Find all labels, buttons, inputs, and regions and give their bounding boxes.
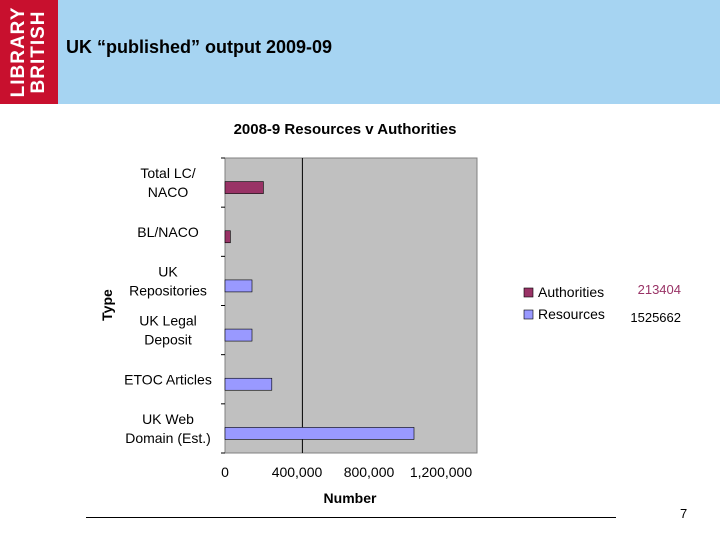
legend-total-resources: 1525662 [630,310,681,325]
category-label-line: UK [158,263,178,279]
category-label-line: Total LC/ [140,165,195,181]
category-label: UK Legal Deposit [139,313,197,348]
legend-label-resources: Resources [538,306,605,322]
category-label-line: BL/NACO [137,224,199,240]
page-number: 7 [680,506,688,521]
british-library-logo: LIBRARY BRITISH [0,0,58,104]
category-label-line: UK Legal [139,313,197,329]
category-label-line: Domain (Est.) [125,430,211,446]
x-tick-label: 800,000 [344,464,395,480]
category-label: Total LC/NACO [140,165,195,200]
x-tick-label: 0 [221,464,229,480]
x-tick-label: 400,000 [272,464,323,480]
category-label-line: UK Web [142,411,194,427]
category-label-line: NACO [148,184,189,200]
y-axis-title: Type [99,289,115,321]
x-axis-title: Number [324,490,377,506]
chart-title: 2008-9 Resources v Authorities [234,121,457,138]
plot-area [224,157,478,454]
category-label: UK Repositories [129,263,207,298]
legend-swatch-resources [523,309,534,320]
x-tick-label: 1,200,000 [410,464,472,480]
bar-resources [224,427,415,440]
header-bar [0,0,720,104]
footer-rule [86,517,616,518]
bar-authorities [224,181,264,194]
category-label-line: ETOC Articles [124,371,212,387]
bar-resources [224,328,253,342]
category-label: ETOC Articles [124,371,212,387]
bar-resources [224,377,273,391]
category-label-line: Deposit [144,332,192,348]
category-label: UK Web Domain (Est.) [125,411,211,446]
legend-total-authorities: 213404 [638,282,681,297]
legend-label-authorities: Authorities [538,284,604,300]
page-title: UK “published” output 2009-09 [66,37,333,57]
bar-authorities [224,230,231,244]
bar-resources [224,279,253,293]
legend-swatch-authorities [523,287,534,298]
category-label: BL/NACO [137,224,199,240]
category-label-line: Repositories [129,282,207,298]
